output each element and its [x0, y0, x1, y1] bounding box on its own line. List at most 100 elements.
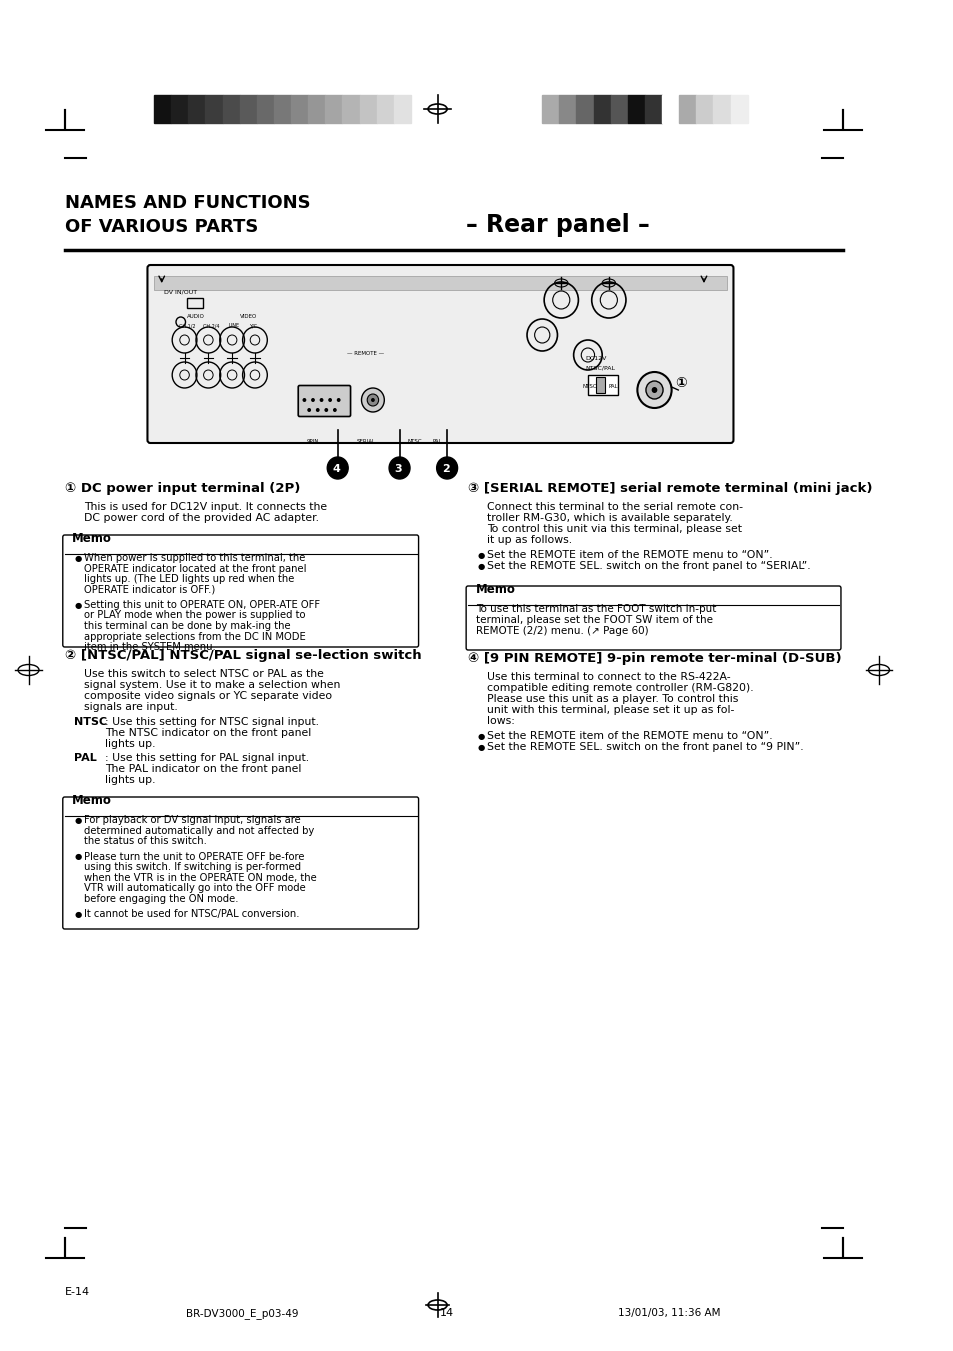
Bar: [325, 95, 342, 123]
Text: : Use this setting for PAL signal input.: : Use this setting for PAL signal input.: [105, 753, 309, 763]
Circle shape: [333, 408, 336, 412]
Text: Please use this unit as a player. To control this: Please use this unit as a player. To con…: [487, 694, 738, 704]
Text: SERIAL: SERIAL: [356, 439, 375, 444]
Text: when the VTR is in the OPERATE ON mode, the: when the VTR is in the OPERATE ON mode, …: [84, 873, 316, 882]
Text: ●: ●: [74, 852, 81, 862]
Text: ①: ①: [675, 376, 686, 390]
Text: Set the REMOTE SEL. switch on the front panel to “9 PIN”.: Set the REMOTE SEL. switch on the front …: [487, 742, 802, 753]
Text: unit with this terminal, please set it up as fol-: unit with this terminal, please set it u…: [487, 705, 734, 715]
Text: lights up.: lights up.: [105, 775, 155, 785]
Text: before engaging the ON mode.: before engaging the ON mode.: [84, 893, 238, 904]
Text: 9PIN: 9PIN: [306, 439, 318, 444]
Text: For playback or DV signal input, signals are: For playback or DV signal input, signals…: [84, 815, 300, 825]
FancyBboxPatch shape: [466, 586, 841, 650]
Text: this terminal can be done by mak-ing the: this terminal can be done by mak-ing the: [84, 621, 290, 631]
Bar: [154, 276, 726, 290]
Text: The PAL indicator on the front panel: The PAL indicator on the front panel: [105, 765, 301, 774]
Bar: [394, 95, 411, 123]
Text: PAL: PAL: [433, 439, 442, 444]
Bar: [713, 95, 730, 123]
Text: Memo: Memo: [476, 584, 515, 596]
Text: Set the REMOTE item of the REMOTE menu to “ON”.: Set the REMOTE item of the REMOTE menu t…: [487, 550, 772, 561]
Text: LINE: LINE: [228, 323, 239, 328]
Text: DV IN/OUT: DV IN/OUT: [164, 290, 196, 295]
Text: ●: ●: [477, 551, 484, 561]
Text: This is used for DC12V input. It connects the: This is used for DC12V input. It connect…: [84, 503, 327, 512]
Text: ●: ●: [74, 911, 81, 919]
Text: ② [NTSC/PAL] NTSC/PAL signal se-lection switch: ② [NTSC/PAL] NTSC/PAL signal se-lection …: [65, 648, 421, 662]
Text: NTSC/PAL: NTSC/PAL: [584, 366, 615, 372]
Bar: [587, 376, 618, 394]
Circle shape: [361, 388, 384, 412]
Text: Connect this terminal to the serial remote con-: Connect this terminal to the serial remo…: [487, 503, 742, 512]
Text: ●: ●: [74, 816, 81, 825]
Text: ●: ●: [477, 743, 484, 753]
Circle shape: [371, 399, 375, 403]
Text: 2: 2: [442, 463, 450, 474]
Text: CH 1/2: CH 1/2: [178, 323, 195, 328]
Text: ●: ●: [74, 554, 81, 563]
FancyBboxPatch shape: [148, 265, 733, 443]
Text: ④ [9 PIN REMOTE] 9-pin remote ter-minal (D-SUB): ④ [9 PIN REMOTE] 9-pin remote ter-minal …: [468, 653, 841, 665]
Circle shape: [389, 457, 410, 480]
Text: Set the REMOTE SEL. switch on the front panel to “SERIAL”.: Set the REMOTE SEL. switch on the front …: [487, 561, 810, 571]
Bar: [308, 95, 325, 123]
Text: The NTSC indicator on the front panel: The NTSC indicator on the front panel: [105, 728, 311, 738]
Circle shape: [324, 408, 328, 412]
Bar: [239, 95, 256, 123]
Text: Memo: Memo: [72, 532, 112, 544]
Text: — REMOTE —: — REMOTE —: [347, 351, 384, 357]
Bar: [205, 95, 222, 123]
Text: It cannot be used for NTSC/PAL conversion.: It cannot be used for NTSC/PAL conversio…: [84, 909, 299, 919]
Bar: [696, 95, 713, 123]
Bar: [595, 377, 604, 393]
Text: ●: ●: [74, 601, 81, 611]
Bar: [171, 95, 188, 123]
Bar: [610, 95, 627, 123]
Circle shape: [637, 372, 671, 408]
Bar: [291, 95, 308, 123]
Text: determined automatically and not affected by: determined automatically and not affecte…: [84, 825, 314, 835]
Circle shape: [327, 457, 348, 480]
Text: ●: ●: [477, 732, 484, 740]
Bar: [679, 95, 696, 123]
Circle shape: [311, 399, 314, 403]
Bar: [222, 95, 239, 123]
Text: When power is supplied to this terminal, the: When power is supplied to this terminal,…: [84, 553, 305, 563]
Circle shape: [436, 457, 457, 480]
Text: Set the REMOTE item of the REMOTE menu to “ON”.: Set the REMOTE item of the REMOTE menu t…: [487, 731, 772, 740]
Text: To use this terminal as the FOOT switch in-put: To use this terminal as the FOOT switch …: [476, 604, 716, 613]
Text: troller RM-G30, which is available separately.: troller RM-G30, which is available separ…: [487, 513, 732, 523]
Bar: [627, 95, 644, 123]
Bar: [730, 95, 747, 123]
Text: compatible editing remote controller (RM-G820).: compatible editing remote controller (RM…: [487, 684, 753, 693]
Bar: [576, 95, 593, 123]
Text: NTSC: NTSC: [407, 439, 421, 444]
Text: the status of this switch.: the status of this switch.: [84, 836, 207, 846]
Text: item in the SYSTEM menu.: item in the SYSTEM menu.: [84, 642, 215, 653]
Text: using this switch. If switching is per-formed: using this switch. If switching is per-f…: [84, 862, 300, 871]
Circle shape: [302, 399, 306, 403]
Bar: [593, 95, 610, 123]
Bar: [342, 95, 359, 123]
Text: ●: ●: [477, 562, 484, 571]
Text: signals are input.: signals are input.: [84, 703, 177, 712]
Circle shape: [315, 408, 319, 412]
Bar: [359, 95, 376, 123]
Text: ① DC power input terminal (2P): ① DC power input terminal (2P): [65, 482, 300, 494]
Text: To control this unit via this terminal, please set: To control this unit via this terminal, …: [487, 524, 741, 534]
Bar: [644, 95, 661, 123]
Circle shape: [307, 408, 311, 412]
Text: ③ [SERIAL REMOTE] serial remote terminal (mini jack): ③ [SERIAL REMOTE] serial remote terminal…: [468, 482, 872, 494]
Text: terminal, please set the FOOT SW item of the: terminal, please set the FOOT SW item of…: [476, 615, 712, 626]
Text: REMOTE (2/2) menu. (↗ Page 60): REMOTE (2/2) menu. (↗ Page 60): [476, 626, 648, 636]
Text: OPERATE indicator is OFF.): OPERATE indicator is OFF.): [84, 585, 214, 594]
Bar: [541, 95, 558, 123]
Text: 3: 3: [395, 463, 402, 474]
Text: VTR will automatically go into the OFF mode: VTR will automatically go into the OFF m…: [84, 884, 305, 893]
Text: lows:: lows:: [487, 716, 515, 725]
Text: NTSC: NTSC: [581, 384, 597, 389]
Text: 13/01/03, 11:36 AM: 13/01/03, 11:36 AM: [618, 1308, 720, 1319]
Text: appropriate selections from the DC IN MODE: appropriate selections from the DC IN MO…: [84, 631, 305, 642]
Bar: [187, 299, 202, 308]
